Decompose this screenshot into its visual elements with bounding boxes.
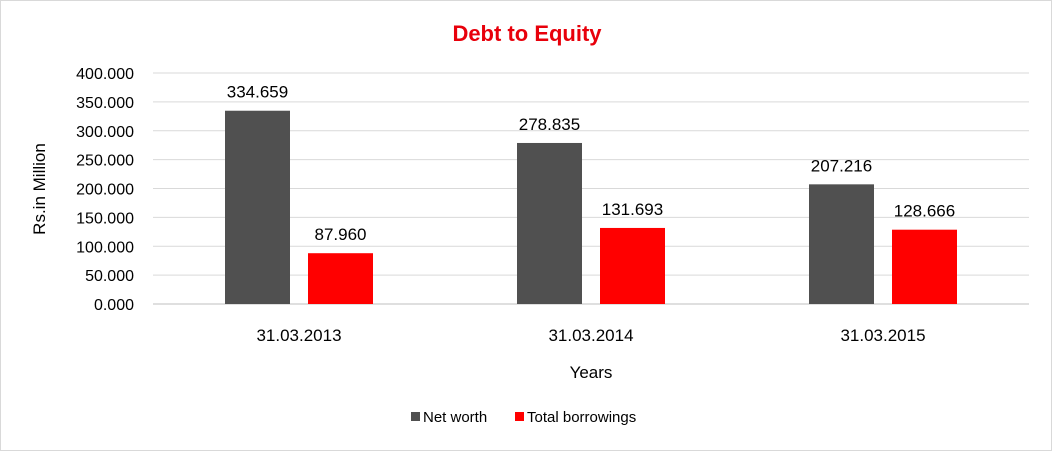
bar-net-worth: [225, 110, 290, 304]
legend-swatch: [515, 412, 524, 421]
legend-label: Net worth: [423, 409, 487, 426]
data-labels: 334.659 87.960 278.835 131.693 207.216 128.66…: [227, 83, 955, 244]
bar-total-borrowings: [600, 227, 665, 304]
x-axis-ticks: 31.03.2013 31.03.2014 31.03.2015: [256, 326, 925, 345]
y-tick-label: 250.000: [76, 153, 134, 170]
legend-swatch: [411, 412, 420, 421]
y-axis-ticks: 0.000 50.000 100.000 150.000 200.000 250.000 3…: [76, 66, 134, 314]
y-tick-label: 50.000: [85, 268, 134, 285]
legend: Net worth Total borrowings: [411, 409, 636, 426]
legend-label: Total borrowings: [527, 409, 636, 426]
x-tick-label: 31.03.2015: [840, 326, 925, 345]
bar-total-borrowings: [892, 229, 957, 304]
data-label: 207.216: [811, 156, 872, 175]
y-tick-label: 150.000: [76, 210, 134, 227]
data-label: 278.835: [519, 115, 580, 134]
x-axis-title: Years: [570, 363, 613, 382]
y-tick-label: 350.000: [76, 95, 134, 112]
bar-net-worth: [517, 142, 582, 304]
data-label: 87.960: [315, 225, 367, 244]
y-tick-label: 300.000: [76, 124, 134, 141]
data-label: 131.693: [602, 200, 663, 219]
x-tick-label: 31.03.2013: [256, 326, 341, 345]
data-label: 128.666: [894, 202, 955, 221]
bars: [225, 110, 957, 304]
x-tick-label: 31.03.2014: [548, 326, 633, 345]
bar-net-worth: [809, 184, 874, 304]
y-tick-label: 200.000: [76, 182, 134, 199]
bar-total-borrowings: [308, 253, 373, 304]
y-tick-label: 0.000: [94, 297, 134, 314]
y-tick-label: 100.000: [76, 239, 134, 256]
gridlines: [153, 72, 1029, 305]
chart-title: Debt to Equity: [452, 21, 602, 46]
y-tick-label: 400.000: [76, 66, 134, 83]
y-axis-title: Rs.in Million: [30, 143, 49, 235]
data-label: 334.659: [227, 83, 288, 102]
